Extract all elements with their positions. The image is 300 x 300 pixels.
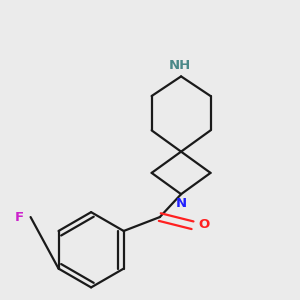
Text: O: O <box>198 218 210 231</box>
Text: N: N <box>176 197 187 210</box>
Text: F: F <box>15 211 24 224</box>
Text: NH: NH <box>168 59 190 73</box>
